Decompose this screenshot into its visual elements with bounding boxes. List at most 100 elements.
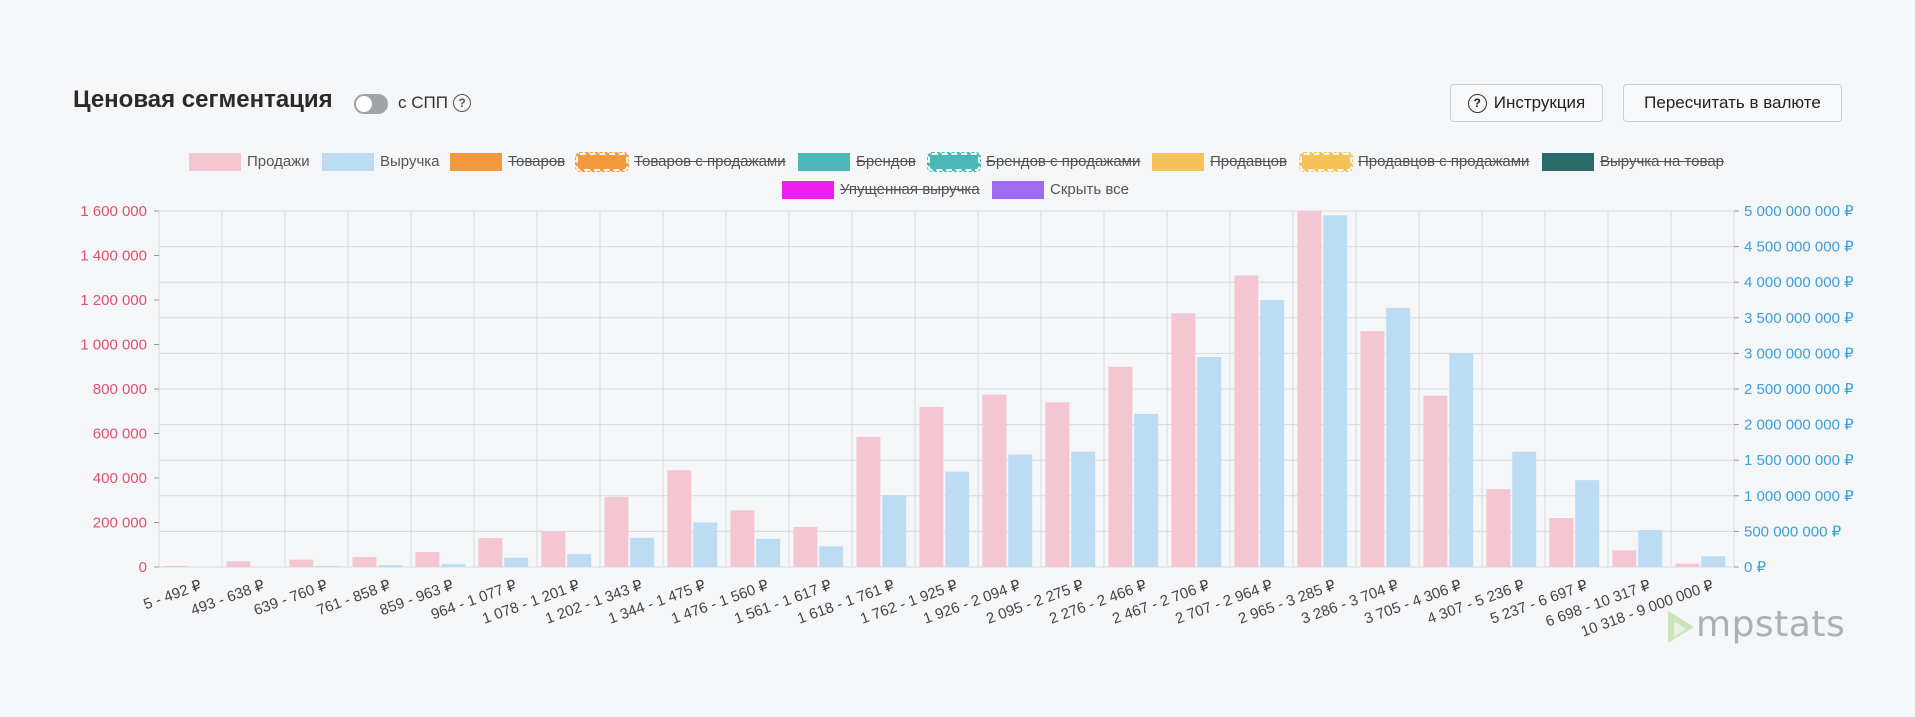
bar-sales: [415, 552, 440, 567]
toggle-knob: [356, 96, 372, 112]
bar-revenue: [1134, 413, 1159, 567]
bar-sales: [1549, 518, 1574, 567]
bar-revenue: [441, 564, 466, 567]
bar-sales: [478, 538, 503, 567]
bar-revenue: [1701, 556, 1726, 567]
legend-swatch: [1299, 152, 1353, 172]
bar-sales: [982, 394, 1007, 567]
y-right-tick-label: 3 500 000 000 ₽: [1744, 310, 1854, 327]
legend-swatch: [1152, 153, 1204, 171]
bar-revenue: [1008, 454, 1033, 567]
bar-sales: [604, 496, 629, 567]
y-left-tick-label: 0: [139, 559, 147, 576]
bar-sales: [1360, 331, 1385, 567]
bar-sales: [856, 436, 881, 567]
convert-currency-button[interactable]: Пересчитать в валюте: [1623, 84, 1842, 122]
bar-sales: [1423, 395, 1448, 567]
bar-sales: [1234, 275, 1259, 567]
bar-sales: [226, 561, 251, 567]
y-right-tick-label: 4 500 000 000 ₽: [1744, 239, 1854, 256]
mpstats-logo-text: mpstats: [1696, 604, 1846, 645]
bar-sales: [1486, 489, 1511, 567]
y-left-tick-label: 800 000: [93, 381, 147, 398]
legend-label: Выручка: [380, 153, 440, 170]
legend-swatch: [450, 153, 502, 171]
y-left-tick-label: 1 200 000: [80, 292, 147, 309]
legend-label: Брендов с продажами: [986, 153, 1141, 170]
legend-label: Продавцов: [1210, 153, 1287, 170]
bar-revenue: [945, 471, 970, 567]
bar-revenue: [504, 557, 529, 567]
bar-revenue: [1260, 300, 1285, 567]
legend-swatch: [798, 153, 850, 171]
bar-sales: [667, 470, 692, 567]
legend-swatch: [782, 181, 834, 199]
bar-sales: [730, 510, 755, 567]
bar-sales: [1045, 402, 1070, 567]
bar-revenue: [378, 565, 403, 567]
bar-sales: [1297, 211, 1322, 567]
y-left-tick-label: 1 600 000: [80, 203, 147, 220]
legend-label: Скрыть все: [1050, 181, 1130, 198]
legend-label: Товаров: [508, 153, 566, 170]
legend-label: Упущенная выручка: [840, 181, 980, 198]
legend-swatch: [189, 153, 241, 171]
page-title: Ценовая сегментация: [73, 86, 333, 113]
instruction-button[interactable]: ? Инструкция: [1450, 84, 1603, 122]
y-right-tick-label: 3 000 000 000 ₽: [1744, 345, 1854, 362]
legend-swatch: [322, 153, 374, 171]
bar-revenue: [1512, 451, 1537, 567]
legend-swatch: [1542, 153, 1594, 171]
legend-label: Товаров с продажами: [634, 153, 786, 170]
bar-revenue: [1575, 480, 1600, 567]
bar-revenue: [1449, 353, 1474, 567]
y-left-tick-label: 600 000: [93, 426, 147, 443]
legend-swatch: [927, 152, 981, 172]
spp-toggle-label: с СПП: [398, 93, 448, 112]
bar-revenue: [1071, 451, 1096, 567]
y-left-tick-label: 1 000 000: [80, 337, 147, 354]
help-icon[interactable]: ?: [453, 94, 471, 112]
legend-label: Брендов: [856, 153, 916, 170]
legend-swatch: [575, 152, 629, 172]
bar-revenue: [630, 537, 655, 567]
legend-label: Продавцов с продажами: [1358, 153, 1530, 170]
y-right-tick-label: 4 000 000 000 ₽: [1744, 274, 1854, 291]
y-right-tick-label: 1 500 000 000 ₽: [1744, 452, 1854, 469]
bar-sales: [793, 526, 818, 567]
bar-sales: [1171, 313, 1196, 567]
y-right-tick-label: 500 000 000 ₽: [1744, 523, 1842, 540]
y-left-tick-label: 400 000: [93, 470, 147, 487]
y-right-tick-label: 5 000 000 000 ₽: [1744, 203, 1854, 220]
bar-sales: [919, 406, 944, 567]
bar-revenue: [693, 522, 718, 567]
bar-revenue: [315, 565, 340, 567]
bar-sales: [1675, 563, 1700, 567]
legend-swatch: [992, 181, 1044, 199]
bar-sales: [1612, 550, 1637, 567]
y-right-tick-label: 2 500 000 000 ₽: [1744, 381, 1854, 398]
y-left-tick-label: 1 400 000: [80, 248, 147, 265]
y-left-tick-label: 200 000: [93, 515, 147, 532]
bar-sales: [352, 556, 377, 567]
bar-revenue: [567, 554, 592, 567]
bar-revenue: [1386, 307, 1411, 567]
bar-sales: [541, 531, 566, 567]
bar-revenue: [756, 538, 781, 567]
instruction-button-label: Инструкция: [1493, 93, 1586, 112]
y-right-tick-label: 2 000 000 000 ₽: [1744, 417, 1854, 434]
bar-revenue: [882, 495, 907, 567]
bar-revenue: [1197, 356, 1222, 567]
spp-toggle[interactable]: [354, 94, 388, 114]
legend-label: Выручка на товар: [1600, 153, 1724, 170]
question-icon: ?: [1467, 93, 1487, 113]
bar-revenue: [1323, 215, 1348, 567]
legend-label: Продажи: [247, 153, 310, 170]
bar-revenue: [1638, 529, 1663, 567]
y-right-tick-label: 1 000 000 000 ₽: [1744, 488, 1854, 505]
mpstats-logo-icon: [1668, 611, 1694, 643]
bar-sales: [1108, 366, 1133, 567]
bar-sales: [163, 565, 188, 567]
y-right-tick-label: 0 ₽: [1744, 559, 1767, 576]
